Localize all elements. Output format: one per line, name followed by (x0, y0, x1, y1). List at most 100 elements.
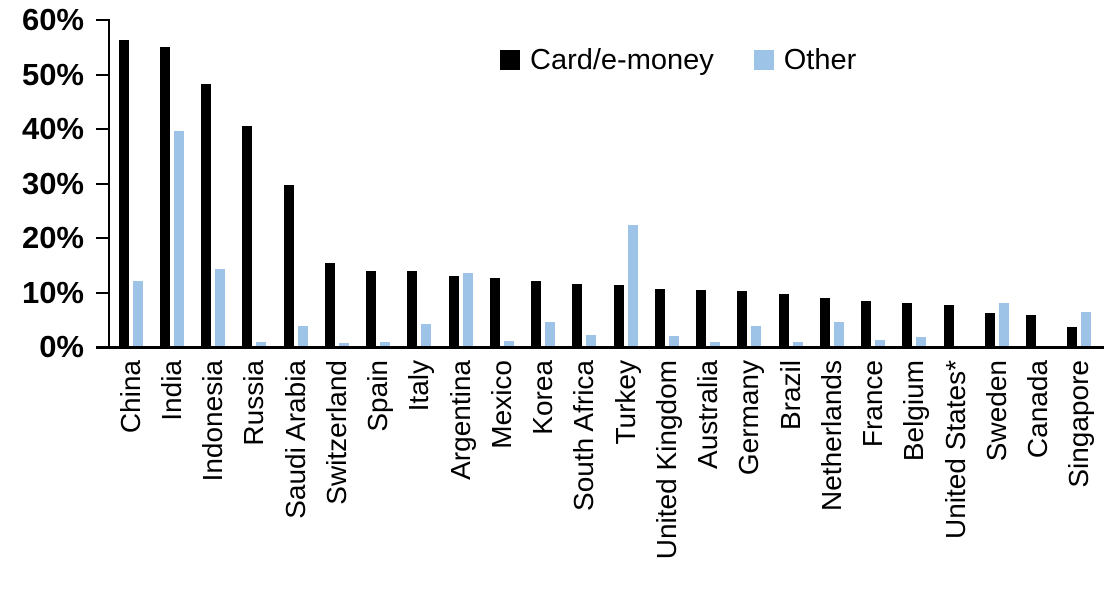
x-category-label: China (114, 360, 146, 434)
x-category-label: Saudi Arabia (279, 360, 311, 519)
x-category-label: Australia (692, 360, 724, 469)
x-category-label-slot: Mexico (481, 360, 522, 454)
x-category-label: Indonesia (197, 360, 229, 482)
bar-card-emoney (118, 40, 129, 347)
x-category-label-slot: United Kingdom (646, 360, 687, 564)
bar-card-emoney (1067, 327, 1078, 347)
y-tick-mark (96, 73, 109, 76)
y-tick-label: 30% (21, 165, 84, 201)
x-category-label-slot: Switzerland (316, 360, 357, 510)
x-category-label-slot: United States* (935, 360, 976, 544)
bar-card-emoney (201, 83, 212, 347)
bar-other (668, 335, 679, 347)
x-category-label-slot: South Africa (564, 360, 605, 516)
x-axis-line (96, 346, 1104, 349)
bar-other (916, 336, 927, 347)
x-category-label-slot: Italy (399, 360, 440, 416)
x-category-label: Singapore (1063, 360, 1095, 488)
bar-other (132, 280, 143, 347)
x-category-label-slot: Indonesia (193, 360, 234, 486)
x-category-label: Mexico (485, 360, 517, 449)
x-category-label: Spain (362, 360, 394, 432)
plot-area (110, 20, 1100, 347)
bar-card-emoney (366, 270, 377, 347)
bar-card-emoney (737, 290, 748, 347)
bar-other (503, 341, 514, 347)
bar-card-emoney (242, 126, 253, 347)
legend-item-card-emoney: Card/e-money (500, 42, 714, 78)
x-category-label: Switzerland (320, 360, 352, 505)
x-category-label: India (155, 360, 187, 421)
bar-card-emoney (572, 284, 583, 347)
y-tick-label: 10% (21, 274, 84, 310)
y-tick-mark (96, 19, 109, 21)
x-category-label-slot: Korea (523, 360, 564, 440)
x-category-label-slot: Australia (688, 360, 729, 474)
bar-other (421, 323, 432, 347)
x-category-label: Brazil (774, 360, 806, 431)
bar-card-emoney (531, 281, 542, 347)
bar-other (627, 225, 638, 347)
x-category-label-slot: Canada (1018, 360, 1059, 463)
x-category-label-slot: Belgium (894, 360, 935, 466)
y-axis-line (108, 19, 110, 349)
x-category-label-slot: Saudi Arabia (275, 360, 316, 524)
bar-card-emoney (448, 275, 459, 347)
bar-other (875, 339, 886, 347)
legend-label-other: Other (783, 44, 857, 76)
x-category-label: Korea (527, 360, 559, 435)
x-category-label: Sweden (980, 360, 1012, 462)
bar-card-emoney (407, 271, 418, 347)
chart-legend: Card/e-money Other (500, 42, 856, 78)
bar-other (1081, 312, 1092, 347)
y-tick-label: 20% (21, 220, 84, 255)
bar-card-emoney (159, 47, 170, 347)
bar-other (297, 325, 308, 347)
bar-other (792, 341, 803, 347)
y-tick-label: 0% (39, 329, 84, 364)
x-category-label-slot: Spain (358, 360, 399, 437)
y-tick-label: 50% (21, 56, 84, 92)
x-category-label: France (857, 360, 889, 448)
bar-card-emoney (778, 293, 789, 347)
legend-item-other: Other (753, 42, 857, 78)
x-category-label: South Africa (568, 360, 600, 511)
bar-card-emoney (613, 285, 624, 347)
x-category-label: Argentina (444, 360, 476, 480)
other-swatch-icon (753, 50, 774, 70)
y-tick-mark (96, 128, 109, 130)
x-category-label: Canada (1022, 360, 1054, 459)
x-category-label: United Kingdom (650, 360, 682, 560)
bar-other (710, 342, 721, 347)
x-category-label: Russia (238, 360, 270, 446)
bar-other (256, 341, 267, 347)
x-category-label-slot: India (151, 360, 192, 426)
x-category-label-slot: China (110, 360, 151, 438)
x-category-label-slot: Germany (729, 360, 770, 480)
x-category-label-slot: Singapore (1059, 360, 1100, 493)
bar-card-emoney (861, 300, 872, 347)
bar-card-emoney (654, 288, 665, 347)
bar-card-emoney (943, 305, 954, 347)
x-category-label-slot: Russia (234, 360, 275, 451)
x-category-label: Germany (733, 360, 765, 476)
y-tick-label: 60% (21, 2, 84, 37)
bar-other (338, 343, 349, 347)
x-category-label-slot: Netherlands (811, 360, 852, 516)
y-tick-label: 40% (21, 111, 84, 146)
x-category-label: Italy (403, 360, 435, 412)
bar-card-emoney (324, 263, 335, 347)
x-category-label: Belgium (898, 360, 930, 462)
bar-other (586, 335, 597, 347)
bar-other (833, 321, 844, 347)
x-category-label-slot: Argentina (440, 360, 481, 485)
bar-card-emoney (984, 312, 995, 347)
bar-other (173, 130, 184, 347)
bar-card-emoney (283, 184, 294, 347)
legend-label-card-emoney: Card/e-money (530, 44, 714, 76)
bar-other (751, 326, 762, 347)
x-category-label: United States* (939, 360, 971, 539)
bar-card-emoney (489, 277, 500, 347)
x-category-label: Turkey (609, 360, 641, 445)
